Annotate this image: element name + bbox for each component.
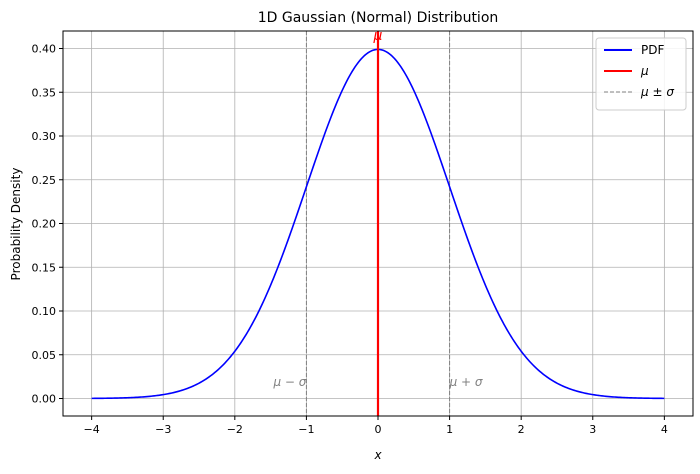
legend-label: PDF [641,43,664,57]
x-tick-label: 4 [661,423,668,436]
legend-label: μ [640,64,649,78]
legend-items: PDF μ μ ± σ [604,43,674,99]
y-tick-label: 0.30 [32,130,57,143]
x-tick-label: 3 [589,423,596,436]
x-tick-label: −3 [155,423,171,436]
y-tick-label: 0.35 [32,86,57,99]
legend-label: μ ± σ [640,85,674,99]
y-tick-label: 0.20 [32,218,57,231]
y-tick-label: 0.40 [32,43,57,56]
y-tick-label: 0.25 [32,174,57,187]
x-tick-label: −4 [84,423,100,436]
mu-minus-sigma-annotation: μ − σ [272,375,306,389]
legend: PDF μ μ ± σ [595,37,687,111]
y-tick-label: 0.00 [32,393,57,406]
y-tick-label: 0.15 [32,261,57,274]
x-tick-label: 0 [375,423,382,436]
chart-title: 1D Gaussian (Normal) Distribution [258,10,499,26]
y-tick-label: 0.05 [32,349,57,362]
annotations: μ μ − σ μ + σ [272,28,482,389]
y-tick-label: 0.10 [32,305,57,318]
ticks: −4 −3 −2 −1 0 1 2 3 4 0.00 0.05 0.10 0.15 0.20 0.25 0.3… [32,43,668,437]
mu-plus-sigma-annotation: μ + σ [449,375,483,389]
x-tick-label: 1 [446,423,453,436]
series [91,31,665,416]
x-tick-label: −2 [227,423,243,436]
mu-annotation: μ [373,28,383,44]
x-axis-label: x [373,448,382,462]
x-tick-label: 2 [518,423,525,436]
y-axis-label: Probability Density [9,168,23,281]
x-tick-label: −1 [298,423,314,436]
reference-lines [305,31,451,416]
